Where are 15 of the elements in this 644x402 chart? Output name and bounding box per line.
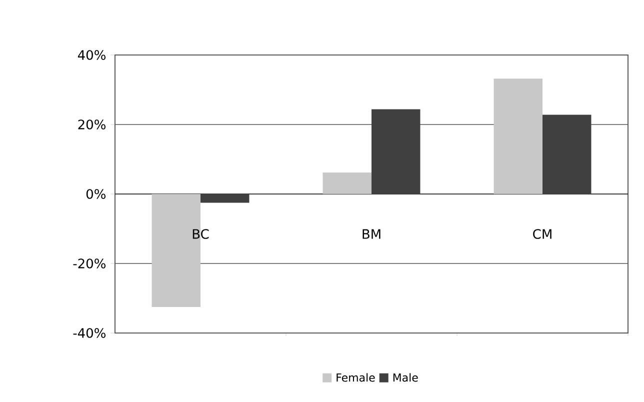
y-tick-label: 20% [78, 120, 106, 130]
y-tick-label: 40% [78, 50, 106, 60]
x-tick-label: BC [192, 229, 209, 239]
y-tick-label: 0% [86, 189, 106, 199]
bar [322, 172, 372, 194]
bar [542, 114, 592, 194]
bar [372, 109, 420, 194]
bar [494, 78, 543, 194]
y-tick-label: -20% [73, 258, 106, 268]
y-tick-label: -40% [73, 328, 106, 338]
x-tick-label: CM [533, 229, 552, 239]
legend-label: Female [336, 373, 375, 382]
legend-label: Male [393, 373, 418, 382]
x-tick-label: BM [362, 229, 380, 239]
bar [200, 194, 250, 203]
